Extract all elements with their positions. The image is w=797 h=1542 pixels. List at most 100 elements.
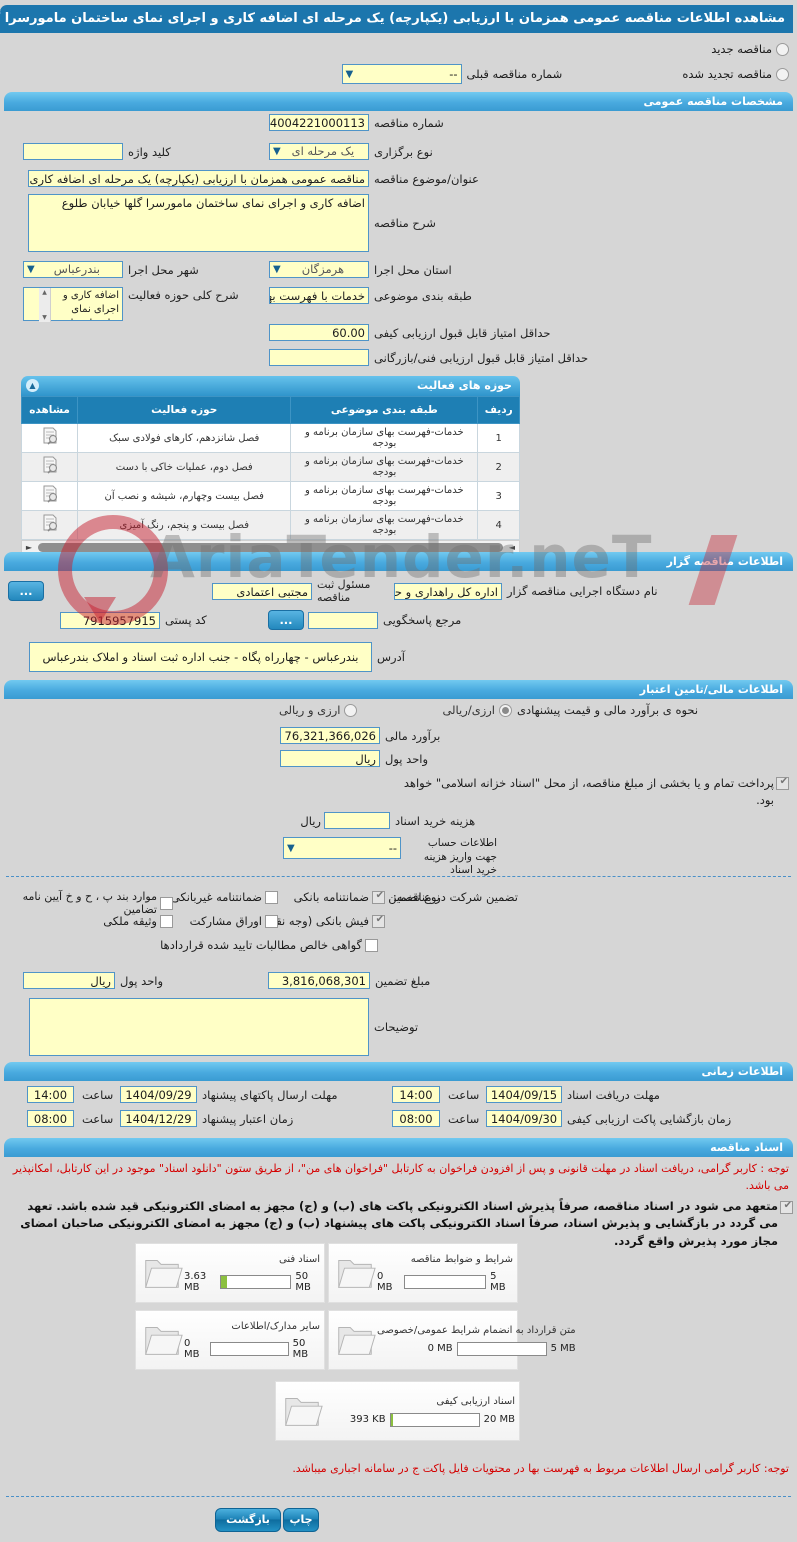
registrar-browse-button[interactable]: ... (8, 581, 44, 601)
opening-time[interactable]: 08:00 (392, 1110, 440, 1127)
description-textarea[interactable]: اضافه کاری و اجرای نمای ساختمان مامورسرا… (28, 194, 369, 252)
city-select[interactable]: بندرعباس ▼ (23, 261, 123, 278)
row-category: خدمات-فهرست بهای سازمان برنامه و بودجه (290, 423, 479, 453)
upload-box-quality[interactable]: اسناد ارزیابی کیفی 393 KB 20 MB (275, 1381, 520, 1441)
guarantee-currency-field[interactable]: ریال (23, 972, 115, 989)
account-select[interactable]: -- ▼ (283, 837, 401, 859)
postal-field[interactable]: 7915957915 (60, 611, 160, 629)
col-row: ردیف (477, 396, 520, 424)
account-value: -- (388, 841, 397, 855)
address-field[interactable]: بندرعباس - چهارراه پگاه - جنب اداره ثبت … (29, 642, 372, 672)
currency-field[interactable]: ریال (280, 750, 380, 767)
upload-box-contract[interactable]: متن قرارداد به انضمام شرایط عمومی/خصوصی … (328, 1310, 576, 1370)
send-deadline-time[interactable]: 14:00 (27, 1086, 74, 1103)
tender-no-field[interactable]: 2004004221000113 (269, 114, 369, 131)
bylaw-cases-checkbox[interactable] (160, 896, 173, 910)
receive-deadline-date[interactable]: 1404/09/15 (486, 1086, 562, 1103)
estimate-method-row: نحوه ی برآورد مالی و قیمت پیشنهادی ارزی/… (8, 703, 789, 717)
upload-current-size: 3.63 MB (184, 1270, 207, 1293)
view-document-icon[interactable] (40, 427, 60, 449)
guarantee-opt-cases: موارد بند پ ، ح و خ آیین نامه تضامین (0, 890, 173, 916)
nonbank-guarantee-checkbox[interactable] (265, 890, 278, 904)
receive-deadline-time[interactable]: 14:00 (392, 1086, 440, 1103)
pledge-checkbox[interactable] (780, 1201, 793, 1214)
classification-field[interactable]: خدمات با فهرست بها (269, 287, 369, 304)
bank-guarantee-checkbox[interactable] (372, 890, 385, 904)
guarantee-amount-field[interactable]: 3,816,068,301 (268, 972, 370, 989)
validity-date[interactable]: 1404/12/29 (120, 1110, 197, 1127)
folder-icon (140, 1319, 184, 1362)
tender-renew-row: مناقصه تجدید شده شماره مناقصه قبلی -- ▼ (8, 64, 789, 84)
org-field[interactable]: اداره کل راهداری و حمل و ن (394, 582, 502, 600)
scope-scrollbar[interactable]: ▲ ▼ (39, 288, 51, 322)
prev-tender-select[interactable]: -- ▼ (341, 64, 462, 84)
scroll-left-icon[interactable]: ◄ (508, 543, 516, 552)
row-category: خدمات-فهرست بهای سازمان برنامه و بودجه (290, 481, 479, 511)
print-button[interactable]: چاپ (283, 1508, 319, 1532)
view-document-icon[interactable] (40, 485, 60, 507)
table-row: 4 خدمات-فهرست بهای سازمان برنامه و بودجه… (20, 510, 520, 540)
net-claims-checkbox[interactable] (365, 938, 378, 952)
province-select[interactable]: هرمزگان ▼ (269, 261, 369, 278)
contact-browse-button[interactable]: ... (268, 610, 304, 630)
city-label: شهر محل اجرا (128, 262, 199, 277)
collapse-icon[interactable]: ▲ (26, 379, 39, 392)
mixed-currency-radio[interactable] (344, 703, 358, 717)
notes-label: توضیحات (374, 1020, 419, 1034)
hour-label: ساعت (82, 1111, 114, 1126)
participation-bonds-checkbox[interactable] (265, 914, 278, 928)
contact-field[interactable] (308, 611, 378, 629)
back-button[interactable]: بازگشت (215, 1508, 281, 1532)
new-tender-radio[interactable] (776, 42, 789, 56)
tender-no-label: شماره مناقصه (374, 115, 444, 130)
validity-time[interactable]: 08:00 (27, 1110, 74, 1127)
row-category: خدمات-فهرست بهای سازمان برنامه و بودجه (290, 452, 479, 482)
upload-title: سایر مدارک/اطلاعات (231, 1320, 320, 1332)
notes-textarea[interactable] (29, 998, 369, 1056)
min-quality-field[interactable]: 60.00 (269, 324, 369, 341)
opening-date[interactable]: 1404/09/30 (486, 1110, 562, 1127)
keyword-label: کلید واژه (128, 144, 171, 159)
rial-currency-radio[interactable] (499, 703, 512, 717)
chevron-down-icon: ▼ (345, 68, 354, 80)
min-tech-field[interactable] (269, 349, 369, 366)
doc-fee-input[interactable] (324, 812, 390, 829)
registrar-field[interactable]: مجتبی اعتمادی (212, 582, 312, 600)
upload-box-technical[interactable]: اسناد فنی 3.63 MB 50 MB (135, 1243, 325, 1303)
activity-panel: حوزه های فعالیت ▲ ردیف طبقه بندی موضوعی … (20, 376, 520, 555)
scope-label: شرح کلی حوزه فعالیت (128, 288, 239, 302)
scrollbar-thumb[interactable] (38, 543, 503, 552)
subject-label: عنوان/موضوع مناقصه (374, 171, 479, 186)
upload-box-other[interactable]: سایر مدارک/اطلاعات 0 MB 50 MB (135, 1310, 325, 1370)
currency-label: واحد پول (385, 751, 429, 766)
doc-fee-label: هزینه خرید اسناد (395, 813, 476, 828)
upload-progress-bar (403, 1274, 487, 1289)
upload-box-terms[interactable]: شرایط و ضوابط مناقصه 0 MB 5 MB (328, 1243, 518, 1303)
estimate-field[interactable]: 76,321,366,026 (280, 727, 380, 744)
renewed-tender-radio[interactable] (776, 67, 789, 81)
scroll-up-icon[interactable]: ▲ (42, 289, 47, 296)
bank-guarantee-label: ضمانتنامه بانکی (293, 890, 369, 904)
keyword-input[interactable] (23, 143, 123, 160)
send-deadline-date[interactable]: 1404/09/29 (120, 1086, 197, 1103)
subject-field[interactable]: مناقصه عمومی همزمان با ارزیابی (یکپارچه)… (28, 170, 369, 187)
hour-label: ساعت (448, 1087, 480, 1102)
view-document-icon[interactable] (40, 456, 60, 478)
treasury-checkbox[interactable] (776, 777, 789, 790)
agency-address-row: آدرس بندرعباس - چهارراه پگاه - جنب اداره… (8, 642, 789, 672)
bank-receipt-label: فیش بانکی (وجه نقد) (265, 914, 369, 928)
scroll-down-icon[interactable]: ▼ (42, 314, 47, 321)
upload-max-size: 50 MB (295, 1270, 311, 1293)
chevron-down-icon: ▼ (273, 146, 281, 157)
scope-textarea[interactable]: اضافه کاری و اجرای نمای ساختمان مامورسرا… (23, 287, 123, 321)
guarantee-opt-bank: ضمانتنامه بانکی (294, 890, 385, 904)
holding-type-select[interactable]: یک مرحله ای ▼ (269, 143, 369, 160)
scroll-right-icon[interactable]: ► (25, 543, 33, 552)
page-title: مشاهده اطلاعات مناقصه عمومی همزمان با ار… (0, 5, 793, 33)
section-financial-header: اطلاعات مالی/تامین اعتبار (4, 680, 793, 699)
province-label: استان محل اجرا (374, 262, 452, 277)
view-document-icon[interactable] (40, 514, 60, 536)
property-collateral-checkbox[interactable] (160, 914, 173, 928)
section-general-header: مشخصات مناقصه عمومی (4, 92, 793, 111)
bank-receipt-checkbox[interactable] (372, 914, 385, 928)
